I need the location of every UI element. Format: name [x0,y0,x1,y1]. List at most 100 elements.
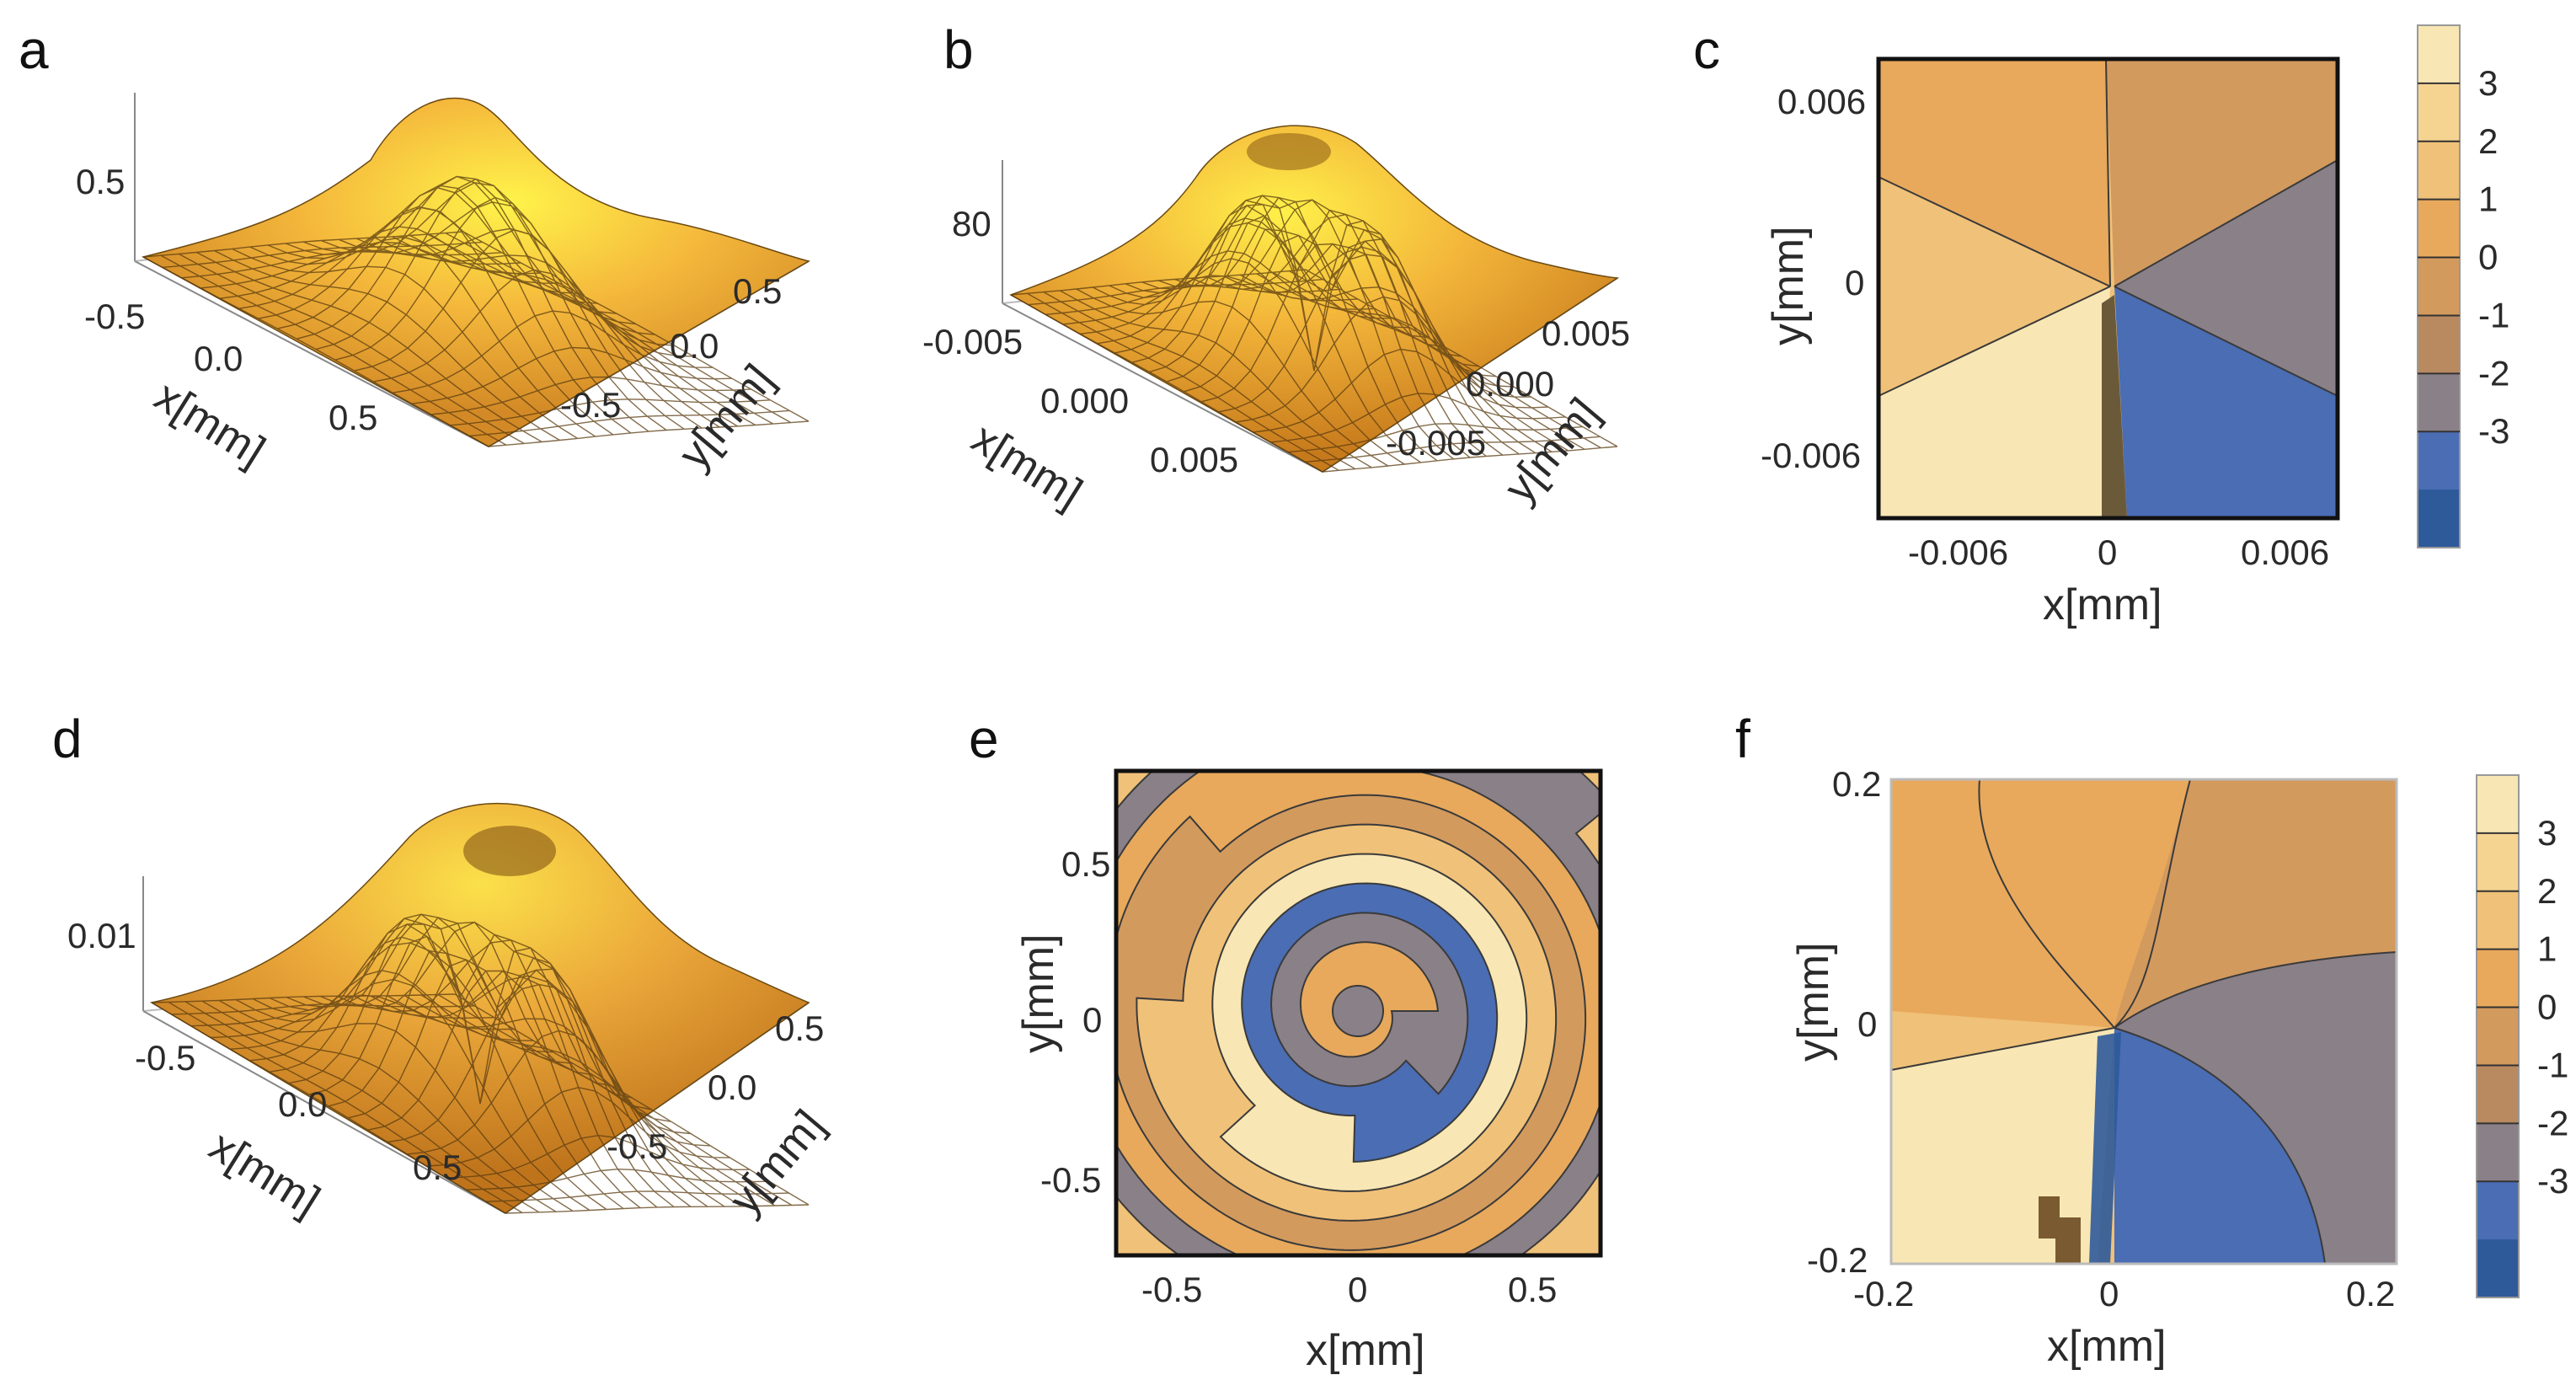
x-tick-e-1: 0 [1348,1270,1367,1309]
mesh-line [505,1204,810,1214]
y-tick-a-2: -0.5 [560,385,621,425]
xlabel-e: x[mm] [1306,1326,1425,1375]
colorbar-f: 3 2 1 0 -1 -2 -3 [2476,774,2568,1298]
xlabel-b: x[mm] [964,414,1091,518]
panel-label-d: d [52,709,83,769]
spiral-contour-e [1116,771,1601,1255]
surface-plot-b: 80 -0.005 0.000 0.005 0.005 0.000 -0.005… [922,125,1630,518]
x-tick-d-2: 0.5 [413,1148,462,1187]
x-tick-b-2: 0.005 [1150,440,1238,479]
mesh-line [485,1190,789,1202]
ylabel-f: y[mm] [1789,942,1838,1062]
colorbar-swatch [2418,315,2460,374]
x-tick-f-0: -0.2 [1853,1274,1914,1313]
colorbar-swatch [2418,257,2460,316]
colorbar-tick-label: 0 [2478,238,2498,277]
x-tick-a-0: -0.5 [84,297,145,336]
contour-plot-e: 0.5 0 -0.5 -0.5 0 0.5 x[mm] y[mm] [1014,768,1603,1375]
colorbar-swatch [2418,83,2460,142]
panel-label-c: c [1693,19,1720,80]
xlabel-c: x[mm] [2043,580,2162,629]
mesh-line [1305,269,1618,447]
mesh-line [404,994,759,1207]
xlabel-d: x[mm] [201,1121,329,1226]
y-tick-d-0: 0.5 [775,1008,824,1048]
y-tick-b-2: -0.005 [1386,423,1486,463]
colorbar-swatch [2477,775,2519,834]
colorbar-swatch [2477,1123,2519,1182]
donut-hole-d [463,826,556,876]
panel-label-b: b [943,19,974,80]
contour-plot-f: 0.2 0 -0.2 -0.2 0 0.2 x[mm] y[mm] 3 2 1 0 -1… [1789,764,2568,1371]
y-tick-f-2: -0.2 [1807,1240,1868,1280]
mesh-line [409,234,756,426]
colorbar-tick-label: -3 [2537,1161,2568,1201]
colorbar-frame [2417,24,2461,548]
mesh-line [1322,446,1618,473]
colorbar-tick-label: 1 [2537,929,2557,969]
contour-area-c [1876,56,2340,521]
contour-area-f [1889,778,2398,1265]
panel-label-f: f [1735,709,1750,769]
colorbar-tick-label: -2 [2478,353,2509,393]
x-tick-b-0: -0.005 [922,322,1023,361]
surface-a [141,97,810,447]
colorbar-tick-label: 2 [2537,871,2557,911]
colorbar-swatch [2477,1239,2519,1298]
mesh-line [427,233,774,425]
y-tick-d-2: -0.5 [607,1126,667,1166]
surface-plot-d: 0.01 -0.5 0.0 0.5 0.5 0.0 -0.5 x[mm] y[m… [67,802,834,1226]
y-tick-f-0: 0.2 [1832,764,1881,804]
y-tick-a-0: 0.5 [733,271,782,311]
colorbar-swatch [2477,1065,2519,1124]
contour-plot-c: 0.006 0 -0.006 -0.006 0 0.006 x[mm] y[mm… [1761,24,2509,629]
colorbar-swatch [2418,373,2460,432]
y-tick-f-1: 0 [1857,1004,1877,1044]
mesh-line [488,420,810,447]
surface-plot-a: 0.5 -0.5 0.0 0.5 0.5 0.0 -0.5 x[mm] y[mm… [76,93,810,479]
x-tick-e-2: 0.5 [1508,1270,1557,1309]
colorbar-c: 3 2 1 0 -1 -2 -3 [2417,24,2509,548]
mesh-line [1287,423,1583,453]
z-tick-b: 80 [952,204,991,243]
colorbar-swatch [2477,1007,2519,1066]
y-tick-e-1: 0 [1082,1000,1102,1040]
x-tick-b-1: 0.000 [1040,381,1129,420]
x-tick-a-2: 0.5 [329,398,377,437]
x-tick-f-1: 0 [2099,1274,2119,1313]
colorbar-tick-label: 3 [2478,63,2498,103]
colorbar-tick-label: 2 [2478,121,2498,161]
colorbar-tick-label: 3 [2537,813,2557,853]
y-tick-a-1: 0.0 [670,326,719,366]
y-tick-e-2: -0.5 [1040,1160,1101,1200]
ylabel-a: y[mm] [670,356,783,479]
x-tick-c-2: 0.006 [2241,532,2329,572]
mesh-line [437,993,793,1206]
colorbar-swatch [2418,25,2460,84]
ylabel-c: y[mm] [1764,226,1813,345]
y-tick-b-1: 0.000 [1466,364,1554,404]
ylabel-e: y[mm] [1014,934,1063,1053]
colorbar-frame [2476,774,2520,1298]
mesh-line [466,1168,770,1190]
spiral-core [1332,985,1384,1037]
y-tick-e-0: 0.5 [1061,844,1110,884]
surface-b [1009,125,1620,473]
x-tick-e-0: -0.5 [1141,1270,1202,1309]
colorbar-swatch [2418,199,2460,259]
colorbar-tick-label: -2 [2537,1103,2568,1142]
mesh-line [1256,273,1569,452]
x-tick-c-1: 0 [2098,532,2117,572]
x-tick-d-1: 0.0 [278,1084,327,1124]
mesh-line [445,232,792,424]
colorbar-swatch [2477,832,2519,892]
x-tick-d-0: -0.5 [135,1038,195,1078]
mesh-line [462,231,810,422]
colorbar-tick-label: 0 [2537,987,2557,1027]
colorbar-swatch [2418,490,2460,548]
colorbar-swatch [2418,141,2460,201]
z-tick-d: 0.01 [67,916,136,955]
colorbar-tick-label: -3 [2478,411,2509,451]
ylabel-b: y[mm] [1495,389,1609,512]
y-tick-c-2: -0.006 [1761,436,1861,475]
